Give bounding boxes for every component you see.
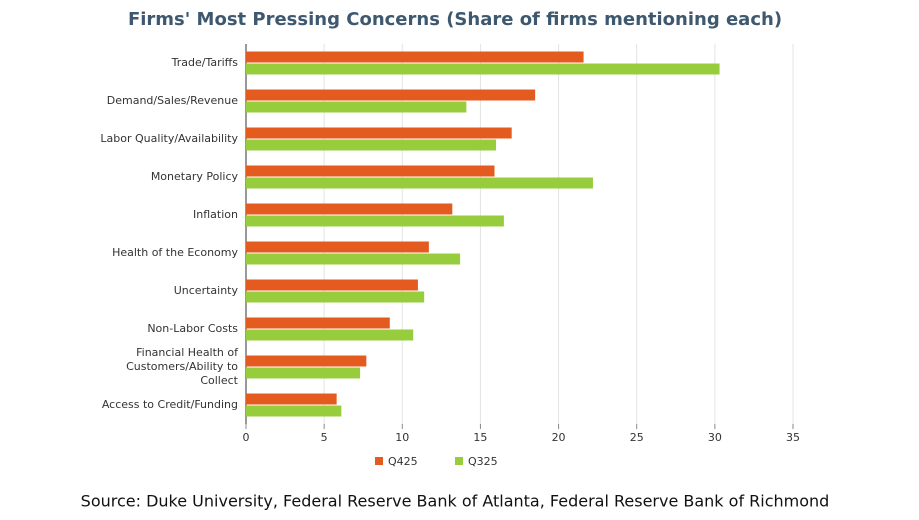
bar: [246, 127, 512, 139]
x-tick-label: 25: [630, 431, 644, 444]
bar: [246, 63, 720, 75]
bar: [246, 279, 418, 291]
bar: [246, 203, 453, 215]
y-tick-label: Monetary Policy: [150, 170, 238, 183]
y-tick-label: Health of the Economy: [112, 246, 238, 259]
bar: [246, 215, 504, 227]
bar: [246, 317, 390, 329]
y-tick-label: Non-Labor Costs: [147, 322, 238, 335]
y-tick-label: Trade/Tariffs: [171, 56, 238, 69]
y-tick-label: Inflation: [193, 208, 238, 221]
legend-label: Q325: [468, 455, 498, 468]
bar: [246, 355, 367, 367]
x-tick-label: 35: [786, 431, 800, 444]
y-tick-label: Access to Credit/Funding: [101, 398, 238, 411]
bar: [246, 405, 342, 417]
y-tick-label: Uncertainty: [173, 284, 238, 297]
bar: [246, 367, 361, 379]
bar: [246, 177, 593, 189]
bar: [246, 101, 467, 113]
chart-title: Firms' Most Pressing Concerns (Share of …: [128, 9, 782, 30]
x-tick-label: 0: [243, 431, 250, 444]
bar: [246, 89, 536, 101]
x-tick-label: 15: [473, 431, 487, 444]
source-note: Source: Duke University, Federal Reserve…: [81, 492, 830, 511]
x-tick-label: 10: [395, 431, 409, 444]
y-tick-label: Labor Quality/Availability: [100, 132, 238, 145]
legend-swatch: [455, 457, 463, 465]
legend-label: Q425: [388, 455, 418, 468]
y-tick-label: Demand/Sales/Revenue: [106, 94, 238, 107]
bar: [246, 241, 429, 253]
x-tick-label: 5: [321, 431, 328, 444]
y-tick-label: Financial Health of Customers/Ability to…: [126, 346, 238, 387]
x-tick-label: 20: [552, 431, 566, 444]
bar: [246, 291, 425, 303]
x-tick-label: 30: [708, 431, 722, 444]
bar: [246, 253, 461, 265]
bar: [246, 393, 337, 405]
bar: [246, 329, 414, 341]
legend-swatch: [375, 457, 383, 465]
bar: [246, 51, 584, 63]
bar: [246, 139, 497, 151]
bar: [246, 165, 495, 177]
